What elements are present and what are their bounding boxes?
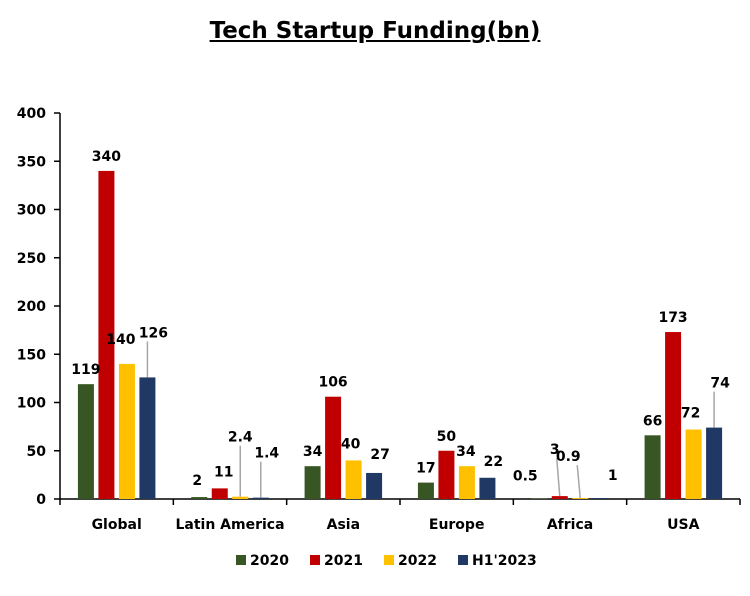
data-label: 173 — [658, 310, 687, 326]
data-label: 2 — [192, 473, 202, 489]
data-label: 2.4 — [228, 430, 253, 446]
bar-2022 — [458, 466, 475, 499]
x-category-label: Asia — [327, 517, 360, 533]
data-label: 3 — [550, 442, 560, 458]
data-label: 27 — [370, 447, 389, 463]
x-category-label: Europe — [429, 517, 485, 533]
legend-label: 2020 — [250, 553, 289, 569]
data-label: 340 — [92, 149, 121, 165]
data-label: 34 — [303, 444, 323, 460]
leader-lines — [146, 341, 715, 499]
chart-title: Tech Startup Funding(bn) — [209, 18, 541, 44]
data-label: 50 — [437, 429, 457, 445]
data-label: 40 — [341, 436, 361, 452]
y-tick-label: 50 — [27, 444, 47, 460]
y-tick-label: 400 — [17, 106, 46, 122]
data-label: 34 — [456, 444, 476, 460]
legend-swatch — [458, 555, 468, 565]
bar-h12023 — [252, 497, 269, 499]
leader-line — [576, 465, 581, 499]
data-label: 72 — [681, 406, 700, 422]
bar-2021 — [551, 496, 568, 499]
y-tick-label: 250 — [17, 251, 46, 267]
leader-line — [556, 458, 561, 497]
bar-2020 — [304, 466, 321, 499]
bar-2021 — [211, 488, 228, 499]
data-label: 66 — [643, 413, 662, 429]
bar-2022 — [685, 429, 702, 499]
data-label: 126 — [139, 325, 168, 341]
x-category-label: Africa — [547, 517, 593, 533]
bar-2020 — [191, 497, 208, 499]
bar-h12023 — [706, 427, 723, 499]
bar-h12023 — [366, 472, 383, 499]
legend: 2020 2021 2022 H1'2023 — [236, 553, 537, 569]
data-label: 140 — [106, 332, 135, 348]
data-label: 0.5 — [513, 469, 538, 485]
x-category-label: Latin America — [175, 517, 284, 533]
y-tick-label: 100 — [17, 396, 46, 412]
y-tick-label: 350 — [17, 154, 46, 170]
bar-2020 — [77, 384, 94, 499]
bar-h12023 — [592, 498, 609, 499]
y-tick-label: 200 — [17, 299, 46, 315]
bar-2021 — [98, 170, 115, 499]
bar-h12023 — [479, 477, 496, 499]
legend-swatch — [310, 555, 320, 565]
bar-2020 — [417, 482, 434, 499]
legend-label: 2021 — [324, 553, 363, 569]
data-label: 22 — [484, 454, 503, 470]
legend-swatch — [384, 555, 394, 565]
bar-2022 — [232, 496, 249, 499]
bar-2021 — [325, 396, 342, 499]
y-tick-label: 150 — [17, 347, 46, 363]
bar-2022 — [572, 498, 589, 499]
bars — [77, 170, 723, 499]
y-tick-label: 300 — [17, 203, 46, 219]
legend-swatch — [236, 555, 246, 565]
y-axis: 0 50 100 150 200 250 300 350 400 — [17, 106, 61, 508]
bar-2022 — [345, 460, 362, 499]
data-label: 74 — [710, 376, 730, 392]
data-label: 11 — [214, 464, 233, 480]
bar-2022 — [118, 363, 135, 499]
bar-2021 — [438, 450, 455, 499]
data-label: 1 — [608, 468, 618, 484]
legend-label: H1'2023 — [472, 553, 537, 569]
x-category-label: USA — [667, 517, 699, 533]
data-label: 106 — [318, 375, 347, 391]
bar-h12023 — [139, 377, 156, 499]
x-axis: Global Latin America Asia Europe Africa USA — [59, 498, 741, 533]
bar-2020 — [644, 435, 661, 499]
data-label: 1.4 — [254, 446, 279, 462]
y-tick-label: 0 — [36, 492, 46, 508]
bar-2021 — [665, 332, 682, 499]
data-label: 119 — [71, 362, 100, 378]
x-category-label: Global — [92, 517, 142, 533]
data-label: 17 — [416, 461, 435, 477]
data-label: 0.9 — [556, 449, 581, 465]
legend-label: 2022 — [398, 553, 437, 569]
